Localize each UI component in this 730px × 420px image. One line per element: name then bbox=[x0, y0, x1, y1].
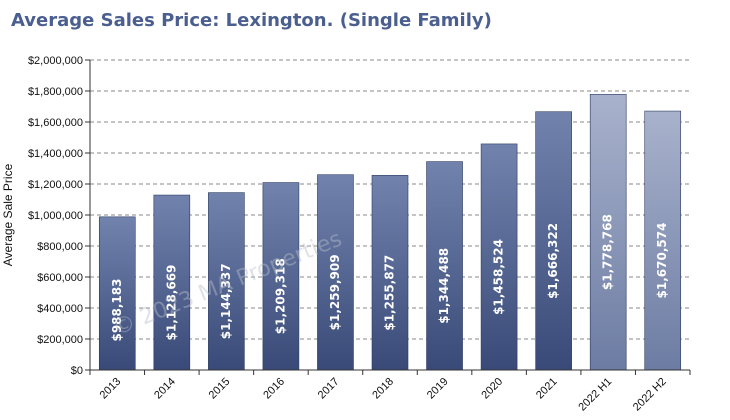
bar-2020 bbox=[480, 143, 518, 371]
y-tick-label: $800,000 bbox=[37, 241, 83, 253]
y-tick-label: $1,600,000 bbox=[28, 117, 83, 129]
bar-data-label: $1,209,318 bbox=[273, 258, 287, 334]
bar-data-label: $1,458,524 bbox=[492, 239, 506, 315]
bar-data-label: $1,778,768 bbox=[601, 214, 615, 290]
x-tick-label: 2017 bbox=[316, 376, 342, 402]
y-tick-label: $2,000,000 bbox=[28, 55, 83, 67]
bar-data-label: $1,670,574 bbox=[655, 223, 669, 299]
bar-2016 bbox=[262, 182, 300, 371]
x-tick-label: 2018 bbox=[370, 376, 396, 402]
bar-2019 bbox=[426, 161, 463, 371]
y-axis-title: Average Sale Price bbox=[1, 163, 15, 266]
y-tick-label: $1,200,000 bbox=[28, 179, 83, 191]
bar-2017 bbox=[317, 174, 354, 371]
y-tick-label: $0 bbox=[71, 365, 83, 377]
y-tick-label: $200,000 bbox=[37, 334, 83, 346]
x-tick-label: 2019 bbox=[425, 376, 451, 402]
bar-data-label: $1,259,909 bbox=[328, 254, 342, 330]
bar-data-label: $988,183 bbox=[110, 278, 124, 341]
bar-data-label: $1,128,669 bbox=[164, 265, 178, 341]
bar-2014 bbox=[153, 194, 191, 371]
bar-2018 bbox=[371, 175, 409, 371]
bar-data-label: $1,255,877 bbox=[383, 255, 397, 331]
y-tick-label: $1,400,000 bbox=[28, 148, 83, 160]
chart-title: Average Sales Price: Lexington. (Single … bbox=[11, 10, 492, 31]
x-tick-label: 2016 bbox=[261, 376, 287, 402]
x-tick-label: 2021 bbox=[534, 376, 560, 402]
x-tick-label: 2022 H2 bbox=[631, 376, 669, 414]
bar-2021 bbox=[535, 111, 572, 371]
y-tick-label: $400,000 bbox=[37, 303, 83, 315]
x-tick-label: 2022 H1 bbox=[576, 376, 614, 414]
y-tick-label: $1,000,000 bbox=[28, 210, 83, 222]
bar-2015 bbox=[208, 192, 245, 371]
x-tick-label: 2013 bbox=[98, 376, 124, 402]
bar-2022-h2 bbox=[644, 110, 682, 371]
bar-data-label: $1,666,322 bbox=[546, 223, 560, 299]
x-tick-label: 2015 bbox=[207, 376, 233, 402]
bar-2022-h1 bbox=[589, 93, 627, 371]
bar-data-label: $1,144,337 bbox=[219, 263, 233, 339]
x-tick-label: 2020 bbox=[479, 376, 505, 402]
y-tick-label: $600,000 bbox=[37, 272, 83, 284]
bar-data-label: $1,344,488 bbox=[437, 248, 451, 324]
x-tick-label: 2014 bbox=[152, 376, 178, 402]
y-tick-label: $1,800,000 bbox=[28, 86, 83, 98]
